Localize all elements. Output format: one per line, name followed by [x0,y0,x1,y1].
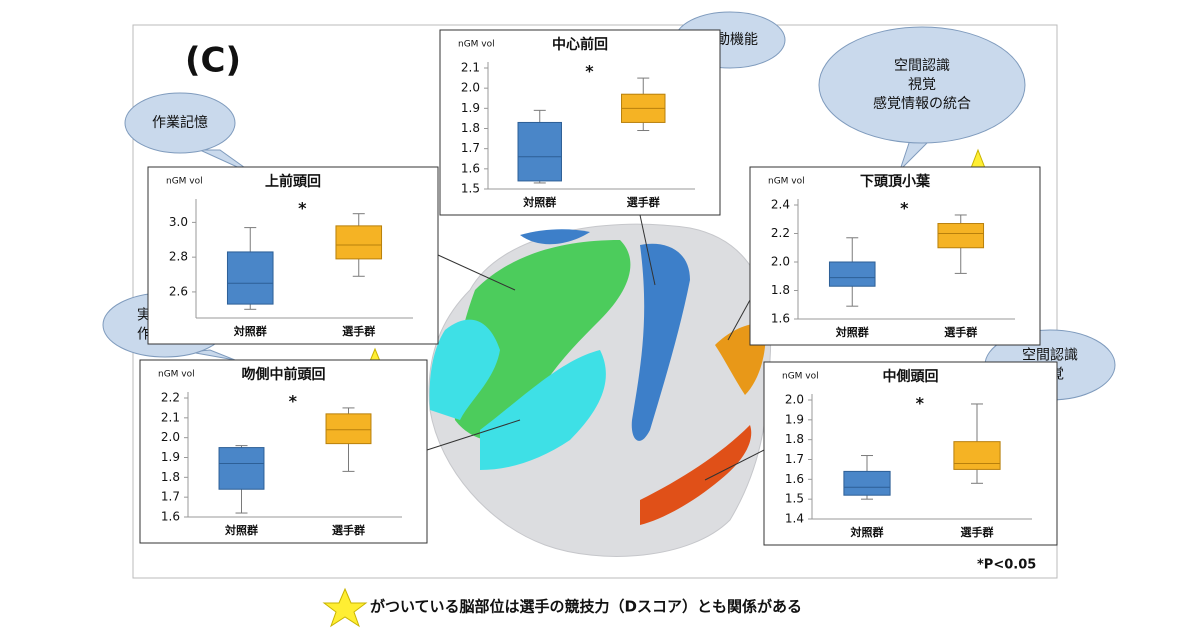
chart-title: 中側頭回 [883,368,939,385]
y-tick-label: 2.2 [771,226,790,240]
box-chart: nGM vol 上前頭回 2.6 2.8 3.0 対照群 選手群 * [147,166,439,345]
box-chart: nGM vol 中側頭回 1.4 1.5 1.6 1.7 1.8 1.9 2.0 対照群 選手群 * [763,361,1058,546]
y-tick-label: 1.7 [161,490,180,504]
footer: がついている脳部位は選手の競技力（Dスコア）とも関係がある [370,598,802,616]
chart-panel [763,361,1058,546]
box [325,413,372,445]
region-blue-2 [520,229,590,245]
connector [437,254,516,291]
y-tick-label: 2.0 [771,255,790,269]
x-tick-label: 対照群 [522,195,556,209]
chart-title: 上前頭回 [265,173,321,190]
callout-text: 視覚 [908,77,936,93]
y-tick-label: 1.6 [771,312,790,326]
chart-panel [147,166,439,345]
box [218,447,265,490]
box-chart: nGM vol 中心前回 1.5 1.6 1.7 1.8 1.9 2.0 2.1 対照群 選手群 * [439,29,721,216]
box [335,225,383,260]
x-tick-label: 対照群 [224,523,258,537]
x-tick-label: 選手群 [342,324,375,338]
y-tick-label: 2.6 [169,284,188,298]
box [828,261,876,287]
y-tick-label: 1.8 [161,470,180,484]
box-chart: nGM vol 下頭頂小葉 1.6 1.8 2.0 2.2 2.4 対照群 選手群 * [749,166,1041,346]
connector [704,449,765,481]
x-tick-label: 対照群 [233,324,267,338]
significance-mark: * [916,394,925,413]
region-blue-1 [631,243,690,441]
star [322,587,368,628]
x-tick-label: 選手群 [332,523,365,537]
significance-mark: * [298,199,307,218]
y-tick-label: 2.1 [461,61,480,75]
region-red [640,425,752,525]
connector [639,214,656,286]
y-axis-label: nGM vol [166,177,203,187]
box [843,470,891,496]
x-tick-label: 選手群 [944,325,977,339]
y-tick-label: 1.6 [461,161,480,175]
significance-mark: * [289,392,298,411]
box [937,223,985,249]
box [226,251,274,305]
y-tick-label: 1.9 [161,450,180,464]
x-tick-label: 選手群 [961,525,994,539]
chart-panel [139,359,428,544]
y-tick-label: 2.1 [161,410,180,424]
region-cyan-2 [480,350,606,470]
brain [426,214,772,557]
x-tick-label: 対照群 [835,325,869,339]
box [953,441,1001,470]
y-tick-label: 1.5 [785,492,804,506]
y-tick-label: 2.0 [785,393,804,407]
y-tick-label: 2.0 [461,81,480,95]
callout [818,26,1026,144]
chart-title: 吻側中前頭回 [242,366,326,383]
y-tick-label: 1.9 [785,412,804,426]
callout [124,92,236,154]
y-tick-label: 1.7 [785,452,804,466]
region-cyan-1 [429,319,500,420]
y-tick-label: 1.8 [771,283,790,297]
callout-text: 作業記憶 [152,114,208,131]
significance-note: *P<0.05 [977,558,1036,573]
x-tick-label: 選手群 [627,195,660,209]
y-axis-label: nGM vol [458,40,495,50]
chart-panel [439,29,721,216]
y-tick-label: 1.6 [161,510,180,524]
y-tick-label: 1.9 [461,101,480,115]
connector [426,419,521,451]
chart-title: 中心前回 [552,36,608,53]
callout-text: 空間認識 [894,58,950,74]
connector [727,299,751,341]
significance-mark: * [585,62,594,81]
y-tick-label: 2.8 [169,250,188,264]
chart-title: 下頭頂小葉 [860,173,931,190]
callout-tail [899,139,932,171]
callout-text: 感覚情報の統合 [873,95,971,112]
y-tick-label: 1.5 [461,182,480,196]
y-axis-label: nGM vol [768,177,805,187]
box [517,121,562,182]
y-tick-label: 1.8 [785,432,804,446]
y-tick-label: 1.4 [785,512,804,526]
y-axis-label: nGM vol [158,370,195,380]
y-tick-label: 2.2 [161,391,180,405]
y-tick-label: 1.7 [461,141,480,155]
y-axis-label: nGM vol [782,372,819,382]
x-tick-label: 対照群 [850,525,884,539]
y-tick-label: 3.0 [169,215,188,229]
significance-mark: * [900,199,909,218]
region-green [453,240,631,441]
chart-panel [749,166,1041,346]
panel-label: (C) [185,41,241,81]
y-tick-label: 2.0 [161,430,180,444]
y-tick-label: 1.6 [785,472,804,486]
box-chart: nGM vol 吻側中前頭回 1.6 1.7 1.8 1.9 2.0 2.1 2.2 対照群 選手群… [139,359,428,544]
y-tick-label: 2.4 [771,198,790,212]
y-tick-label: 1.8 [461,121,480,135]
callout-text: 空間認識 [1022,348,1078,364]
